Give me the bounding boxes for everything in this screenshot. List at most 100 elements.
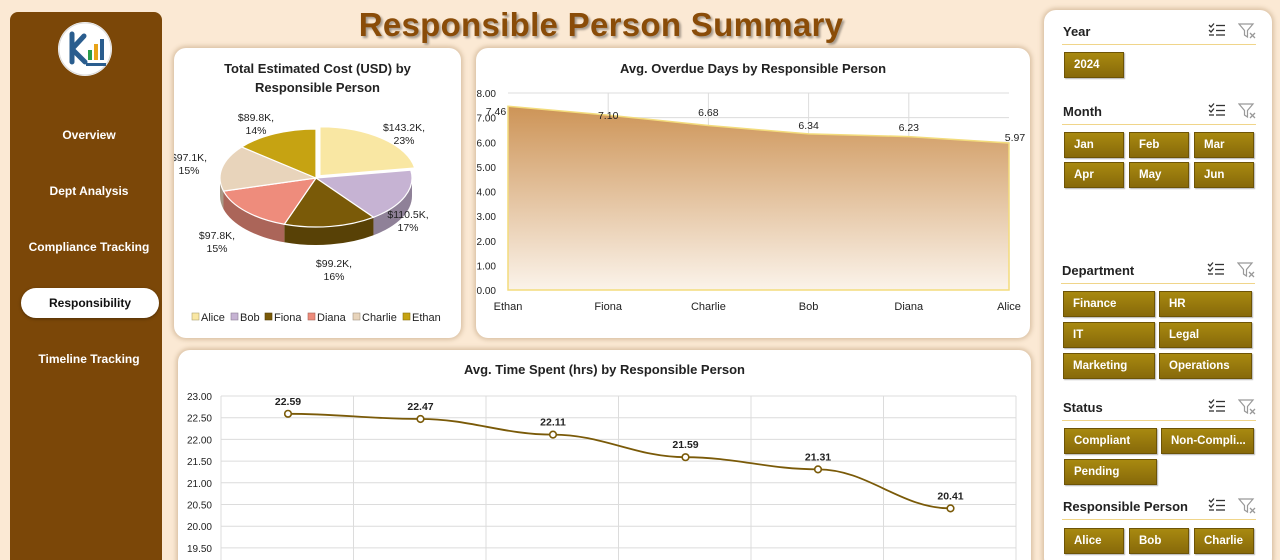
legend-label-bob: Bob [240,312,260,324]
nav-compliance-tracking[interactable]: Compliance Tracking [20,232,158,262]
pie-legend: Alice Bob Fiona Diana Charlie Ethan [191,312,441,324]
filter-chip-month[interactable]: Jan [1064,132,1124,158]
overdue-chart-title: Avg. Overdue Days by Responsible Person [619,61,887,76]
pie-data-label: $110.5K,17% [387,209,428,234]
filter-chip-department[interactable]: Operations [1159,353,1252,379]
time-point [946,504,955,513]
filter-header-icons [1208,23,1256,39]
filter-chip-responsible[interactable]: Bob [1129,528,1189,554]
pie-slice-alice [319,126,416,177]
clear-filter-icon[interactable] [1238,23,1256,39]
filter-label: Year [1063,24,1091,39]
overdue-ytick-label: 5.00 [477,163,497,174]
time-chart-title: Avg. Time Spent (hrs) by Responsible Per… [463,362,745,377]
multi-select-icon[interactable] [1207,262,1225,276]
pie-percent-label: 15% [178,165,199,177]
overdue-data-label: 7.46 [486,106,507,118]
time-point [416,414,425,424]
pie-side-bob [373,178,412,236]
overdue-area-chart: 0.00 1.00 2.00 3.00 4.00 5.00 6.00 7.00 8.00 7.46… [477,89,1026,313]
pie-title-line2: Responsible Person [255,80,380,95]
pie-chart: $143.2K,23%$110.5K,17%$99.2K,16%$97.8K,1… [174,112,441,324]
legend-label-diana: Diana [317,312,347,324]
filter-label: Department [1062,263,1135,278]
overdue-ytick-label: 7.00 [477,114,497,125]
time-data-label: 20.41 [937,490,963,502]
multi-select-icon[interactable] [1208,103,1226,117]
overdue-ytick-label: 8.00 [477,89,497,100]
filter-chip-department[interactable]: Marketing [1063,353,1155,379]
filter-chip-responsible[interactable]: Charlie [1194,528,1254,554]
filter-chip-department[interactable]: HR [1159,291,1252,317]
clear-filter-icon[interactable] [1238,399,1256,415]
filter-header-icons [1208,399,1256,415]
filter-header-year: Year [1062,21,1256,45]
filter-header-icons [1207,262,1255,278]
filter-header-department: Department [1061,260,1255,284]
nav-dept-analysis[interactable]: Dept Analysis [20,176,158,206]
pie-percent-label: 17% [397,222,418,234]
legend-label-ethan: Ethan [412,312,441,324]
time-chart-panel: Avg. Time Spent (hrs) by Responsible Per… [178,350,1031,560]
overdue-ytick-label: 0.00 [477,286,497,297]
filter-chip-department[interactable]: Finance [1063,291,1155,317]
filter-header-month: Month [1062,101,1256,125]
legend-label-alice: Alice [201,312,225,324]
filter-chip-status[interactable]: Pending [1064,459,1157,485]
overdue-ytick-label: 6.00 [477,138,497,149]
overdue-xtick-label: Alice [997,301,1021,313]
pie-percent-label: 14% [245,125,266,137]
filter-chip-responsible[interactable]: Alice [1064,528,1124,554]
clear-filter-icon[interactable] [1238,103,1256,119]
pie-percent-label: 15% [206,243,227,255]
filter-header-icons [1208,498,1256,514]
pie-title-line1: Total Estimated Cost (USD) by [224,61,411,76]
pie-data-label: $97.8K,15% [199,230,235,255]
overdue-xtick-label: Fiona [594,301,622,313]
clear-filter-icon[interactable] [1237,262,1255,278]
page-title: Responsible Person Summary [358,6,844,43]
time-data-label: 22.11 [540,417,566,429]
filter-label: Responsible Person [1063,499,1188,514]
time-line [287,412,951,510]
nav-timeline-tracking[interactable]: Timeline Tracking [20,344,158,374]
time-ytick-label: 21.50 [187,457,212,468]
filter-chip-month[interactable]: May [1129,162,1189,188]
pie-data-label: $89.8K,14% [238,112,274,137]
overdue-area [507,105,1010,291]
overdue-xtick-label: Diana [894,301,924,313]
filter-chip-status[interactable]: Compliant [1064,428,1157,454]
pie-side-diana [223,191,285,243]
filter-chip-department[interactable]: IT [1063,322,1155,348]
pie-value-label: $97.8K, [199,230,235,242]
filter-chip-month[interactable]: Apr [1064,162,1124,188]
time-ytick-label: 20.50 [187,501,212,512]
time-data-label: 22.47 [407,401,433,413]
overdue-ytick-label: 3.00 [477,212,497,223]
pie-slice-fiona [283,177,375,228]
clear-filter-icon[interactable] [1238,498,1256,514]
pie-value-label: $97.1K, [174,152,207,164]
nav-responsibility[interactable]: Responsibility [21,288,159,318]
filter-chip-month[interactable]: Jun [1194,162,1254,188]
multi-select-icon[interactable] [1208,399,1226,413]
multi-select-icon[interactable] [1208,498,1226,512]
overdue-ytick-label: 1.00 [477,261,497,272]
overdue-ytick-label: 2.00 [477,237,497,248]
filter-label: Status [1063,400,1103,415]
filter-chip-department[interactable]: Legal [1159,322,1252,348]
filter-header-responsible: Responsible Person [1062,496,1256,520]
filter-chip-status[interactable]: Non-Compli... [1161,428,1254,454]
pie-slice-charlie [219,146,319,192]
filter-chip-month[interactable]: Feb [1129,132,1189,158]
legend-swatch-ethan [402,312,411,321]
pie-data-label: $99.2K,16% [316,258,352,283]
logo [58,22,112,76]
time-ytick-label: 23.00 [187,392,212,403]
multi-select-icon[interactable] [1208,23,1226,37]
pie-slice-diana [222,177,318,225]
nav-label: Overview [62,128,116,142]
filter-chip-month[interactable]: Mar [1194,132,1254,158]
filter-chip-year[interactable]: 2024 [1064,52,1124,78]
nav-overview[interactable]: Overview [20,120,158,150]
